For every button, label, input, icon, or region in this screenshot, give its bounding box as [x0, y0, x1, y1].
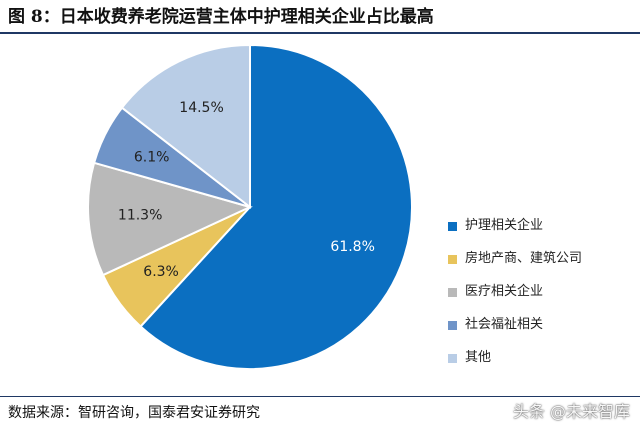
- legend-label-1: 房地产商、建筑公司: [465, 251, 583, 266]
- slice-label-4: 14.5%: [179, 100, 223, 116]
- data-source: 数据来源：智研咨询，国泰君安证券研究: [8, 405, 260, 421]
- slice-label-0: 61.8%: [330, 239, 374, 255]
- legend-swatch-1: [448, 255, 457, 264]
- slice-label-3: 6.1%: [134, 149, 170, 165]
- figure-title: 图 8：日本收费养老院运营主体中护理相关企业占比最高: [8, 7, 434, 27]
- pie-slice-4: [120, 43, 251, 210]
- slice-label-1: 6.3%: [143, 264, 179, 280]
- title-divider: [0, 32, 640, 34]
- legend-label-0: 护理相关企业: [465, 218, 544, 233]
- legend-label-4: 其他: [465, 350, 492, 365]
- legend-swatch-2: [448, 288, 457, 297]
- legend-swatch-3: [448, 321, 457, 330]
- pie-slice-0: [139, 43, 413, 370]
- legend-swatch-4: [448, 354, 457, 363]
- source-divider: [0, 396, 640, 397]
- pie-chart: 61.8% 6.3% 11.3% 6.1% 14.5%: [87, 43, 413, 370]
- watermark: 头条 @未来智库: [512, 402, 630, 421]
- legend-swatch-0: [448, 222, 457, 231]
- legend-label-2: 医疗相关企业: [465, 284, 544, 299]
- pie-slice-2: [87, 161, 253, 277]
- legend-label-3: 社会福祉相关: [465, 317, 544, 332]
- slice-label-2: 11.3%: [118, 208, 162, 224]
